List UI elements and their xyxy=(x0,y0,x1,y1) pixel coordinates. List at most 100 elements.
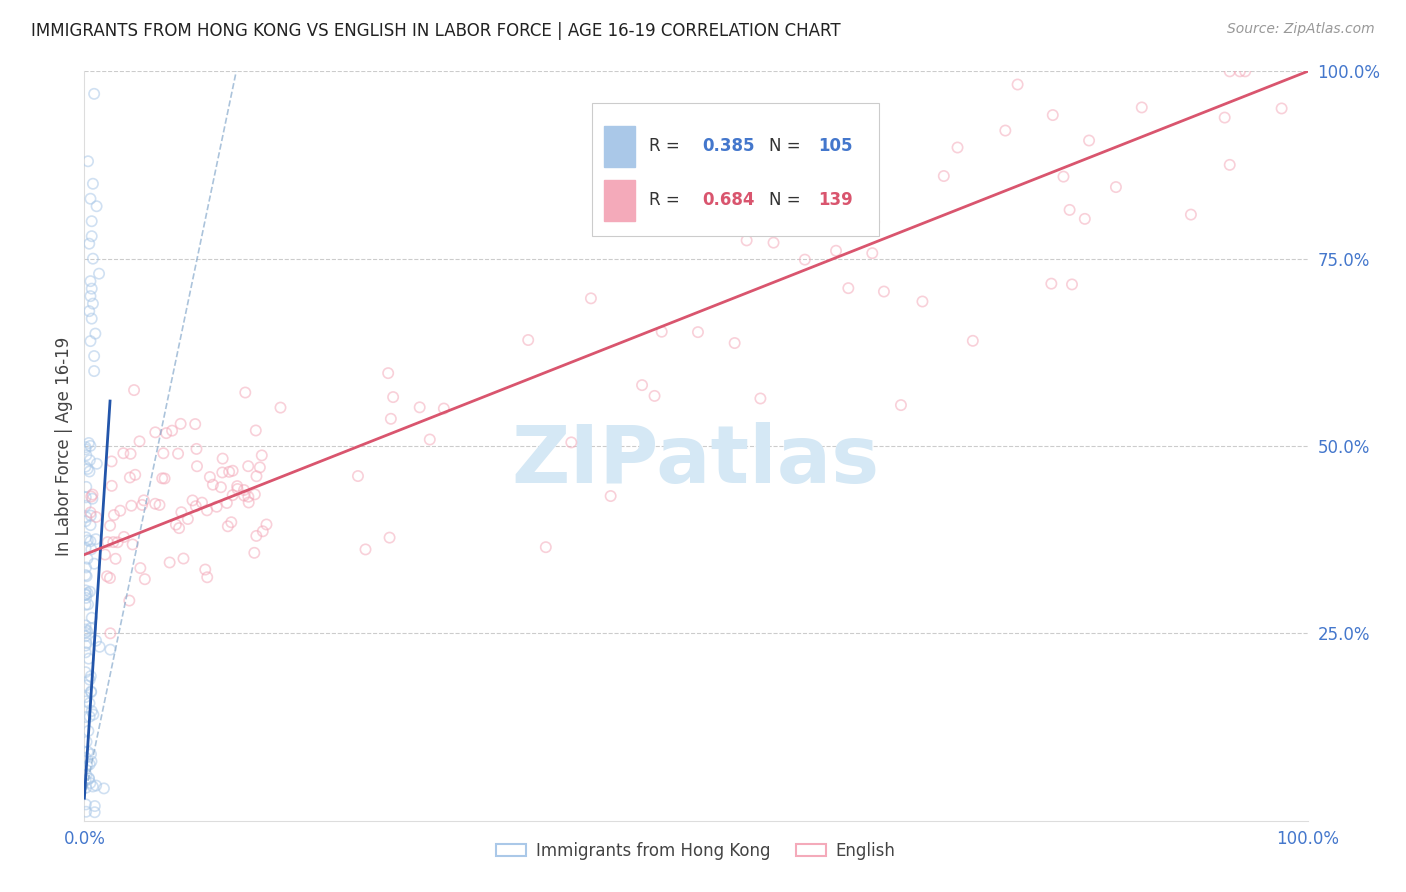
Point xyxy=(1219,158,1241,172)
Point xyxy=(419,433,441,447)
Point xyxy=(380,412,402,426)
Point xyxy=(75,587,97,601)
Point xyxy=(1042,108,1064,122)
Point xyxy=(160,424,183,438)
Point xyxy=(169,417,191,431)
Point xyxy=(181,493,204,508)
Point xyxy=(233,385,256,400)
Point xyxy=(84,326,107,341)
Point xyxy=(98,642,121,657)
Point xyxy=(517,333,540,347)
Point xyxy=(243,546,266,560)
Point xyxy=(198,470,221,484)
Point xyxy=(120,499,142,513)
Point xyxy=(79,757,101,772)
Point xyxy=(890,398,912,412)
Point xyxy=(1229,64,1251,78)
Point xyxy=(83,799,105,814)
Point xyxy=(221,515,243,529)
Point xyxy=(75,491,97,505)
Point xyxy=(245,529,267,543)
Point xyxy=(75,623,97,637)
Point xyxy=(79,673,101,687)
Y-axis label: In Labor Force | Age 16-19: In Labor Force | Age 16-19 xyxy=(55,336,73,556)
Point xyxy=(79,439,101,453)
Point xyxy=(143,497,166,511)
Point xyxy=(209,480,232,494)
Point xyxy=(707,198,730,212)
Text: 0.385: 0.385 xyxy=(702,137,755,155)
Point xyxy=(863,215,886,229)
Point xyxy=(76,462,98,476)
Point xyxy=(184,499,207,513)
Point xyxy=(79,505,101,519)
Point xyxy=(749,392,772,406)
Point xyxy=(80,611,103,625)
Point xyxy=(80,754,103,768)
Point xyxy=(159,556,181,570)
Point xyxy=(79,534,101,549)
Point xyxy=(860,246,883,260)
Point xyxy=(75,583,97,598)
Point xyxy=(724,336,747,351)
Point xyxy=(79,289,101,303)
Point xyxy=(103,508,125,522)
Point xyxy=(221,464,243,478)
Point xyxy=(252,524,274,539)
Point xyxy=(825,244,848,258)
Point xyxy=(103,535,125,549)
Point xyxy=(77,598,100,612)
Point xyxy=(112,530,135,544)
Point xyxy=(98,571,121,585)
Point xyxy=(76,586,98,600)
Point xyxy=(75,665,97,680)
Point xyxy=(75,598,97,612)
Point xyxy=(118,593,141,607)
Point xyxy=(79,696,101,710)
Point xyxy=(98,626,121,640)
Point xyxy=(651,325,673,339)
Point xyxy=(98,518,121,533)
Point xyxy=(409,401,432,415)
Point xyxy=(80,684,103,698)
Point xyxy=(75,480,97,494)
Point xyxy=(110,504,132,518)
Point xyxy=(962,334,984,348)
Point xyxy=(191,495,214,509)
Point xyxy=(226,479,249,493)
Text: N =: N = xyxy=(769,191,806,210)
Point xyxy=(83,87,105,101)
Point xyxy=(79,453,101,467)
Point xyxy=(599,489,621,503)
Point xyxy=(131,498,153,512)
Point xyxy=(124,467,146,482)
Point xyxy=(82,707,104,722)
Point xyxy=(170,505,193,519)
Point xyxy=(152,446,174,460)
Point xyxy=(1078,134,1101,148)
Point xyxy=(80,704,103,718)
Point xyxy=(75,499,97,513)
Point xyxy=(433,401,456,416)
Point xyxy=(186,459,208,474)
Point xyxy=(84,510,107,524)
Point xyxy=(994,123,1017,137)
Point xyxy=(75,625,97,640)
Point xyxy=(96,569,118,583)
Point xyxy=(82,177,104,191)
Point xyxy=(793,252,815,267)
Point xyxy=(644,389,666,403)
Point xyxy=(86,457,108,471)
Point xyxy=(75,448,97,462)
Point xyxy=(75,588,97,602)
Point xyxy=(77,304,100,318)
Point xyxy=(221,488,243,502)
Point xyxy=(75,459,97,474)
Point xyxy=(80,508,103,523)
Point xyxy=(75,645,97,659)
Point xyxy=(243,487,266,501)
Point xyxy=(129,561,152,575)
Point xyxy=(1007,78,1029,92)
Point xyxy=(1074,211,1097,226)
Point xyxy=(80,669,103,683)
